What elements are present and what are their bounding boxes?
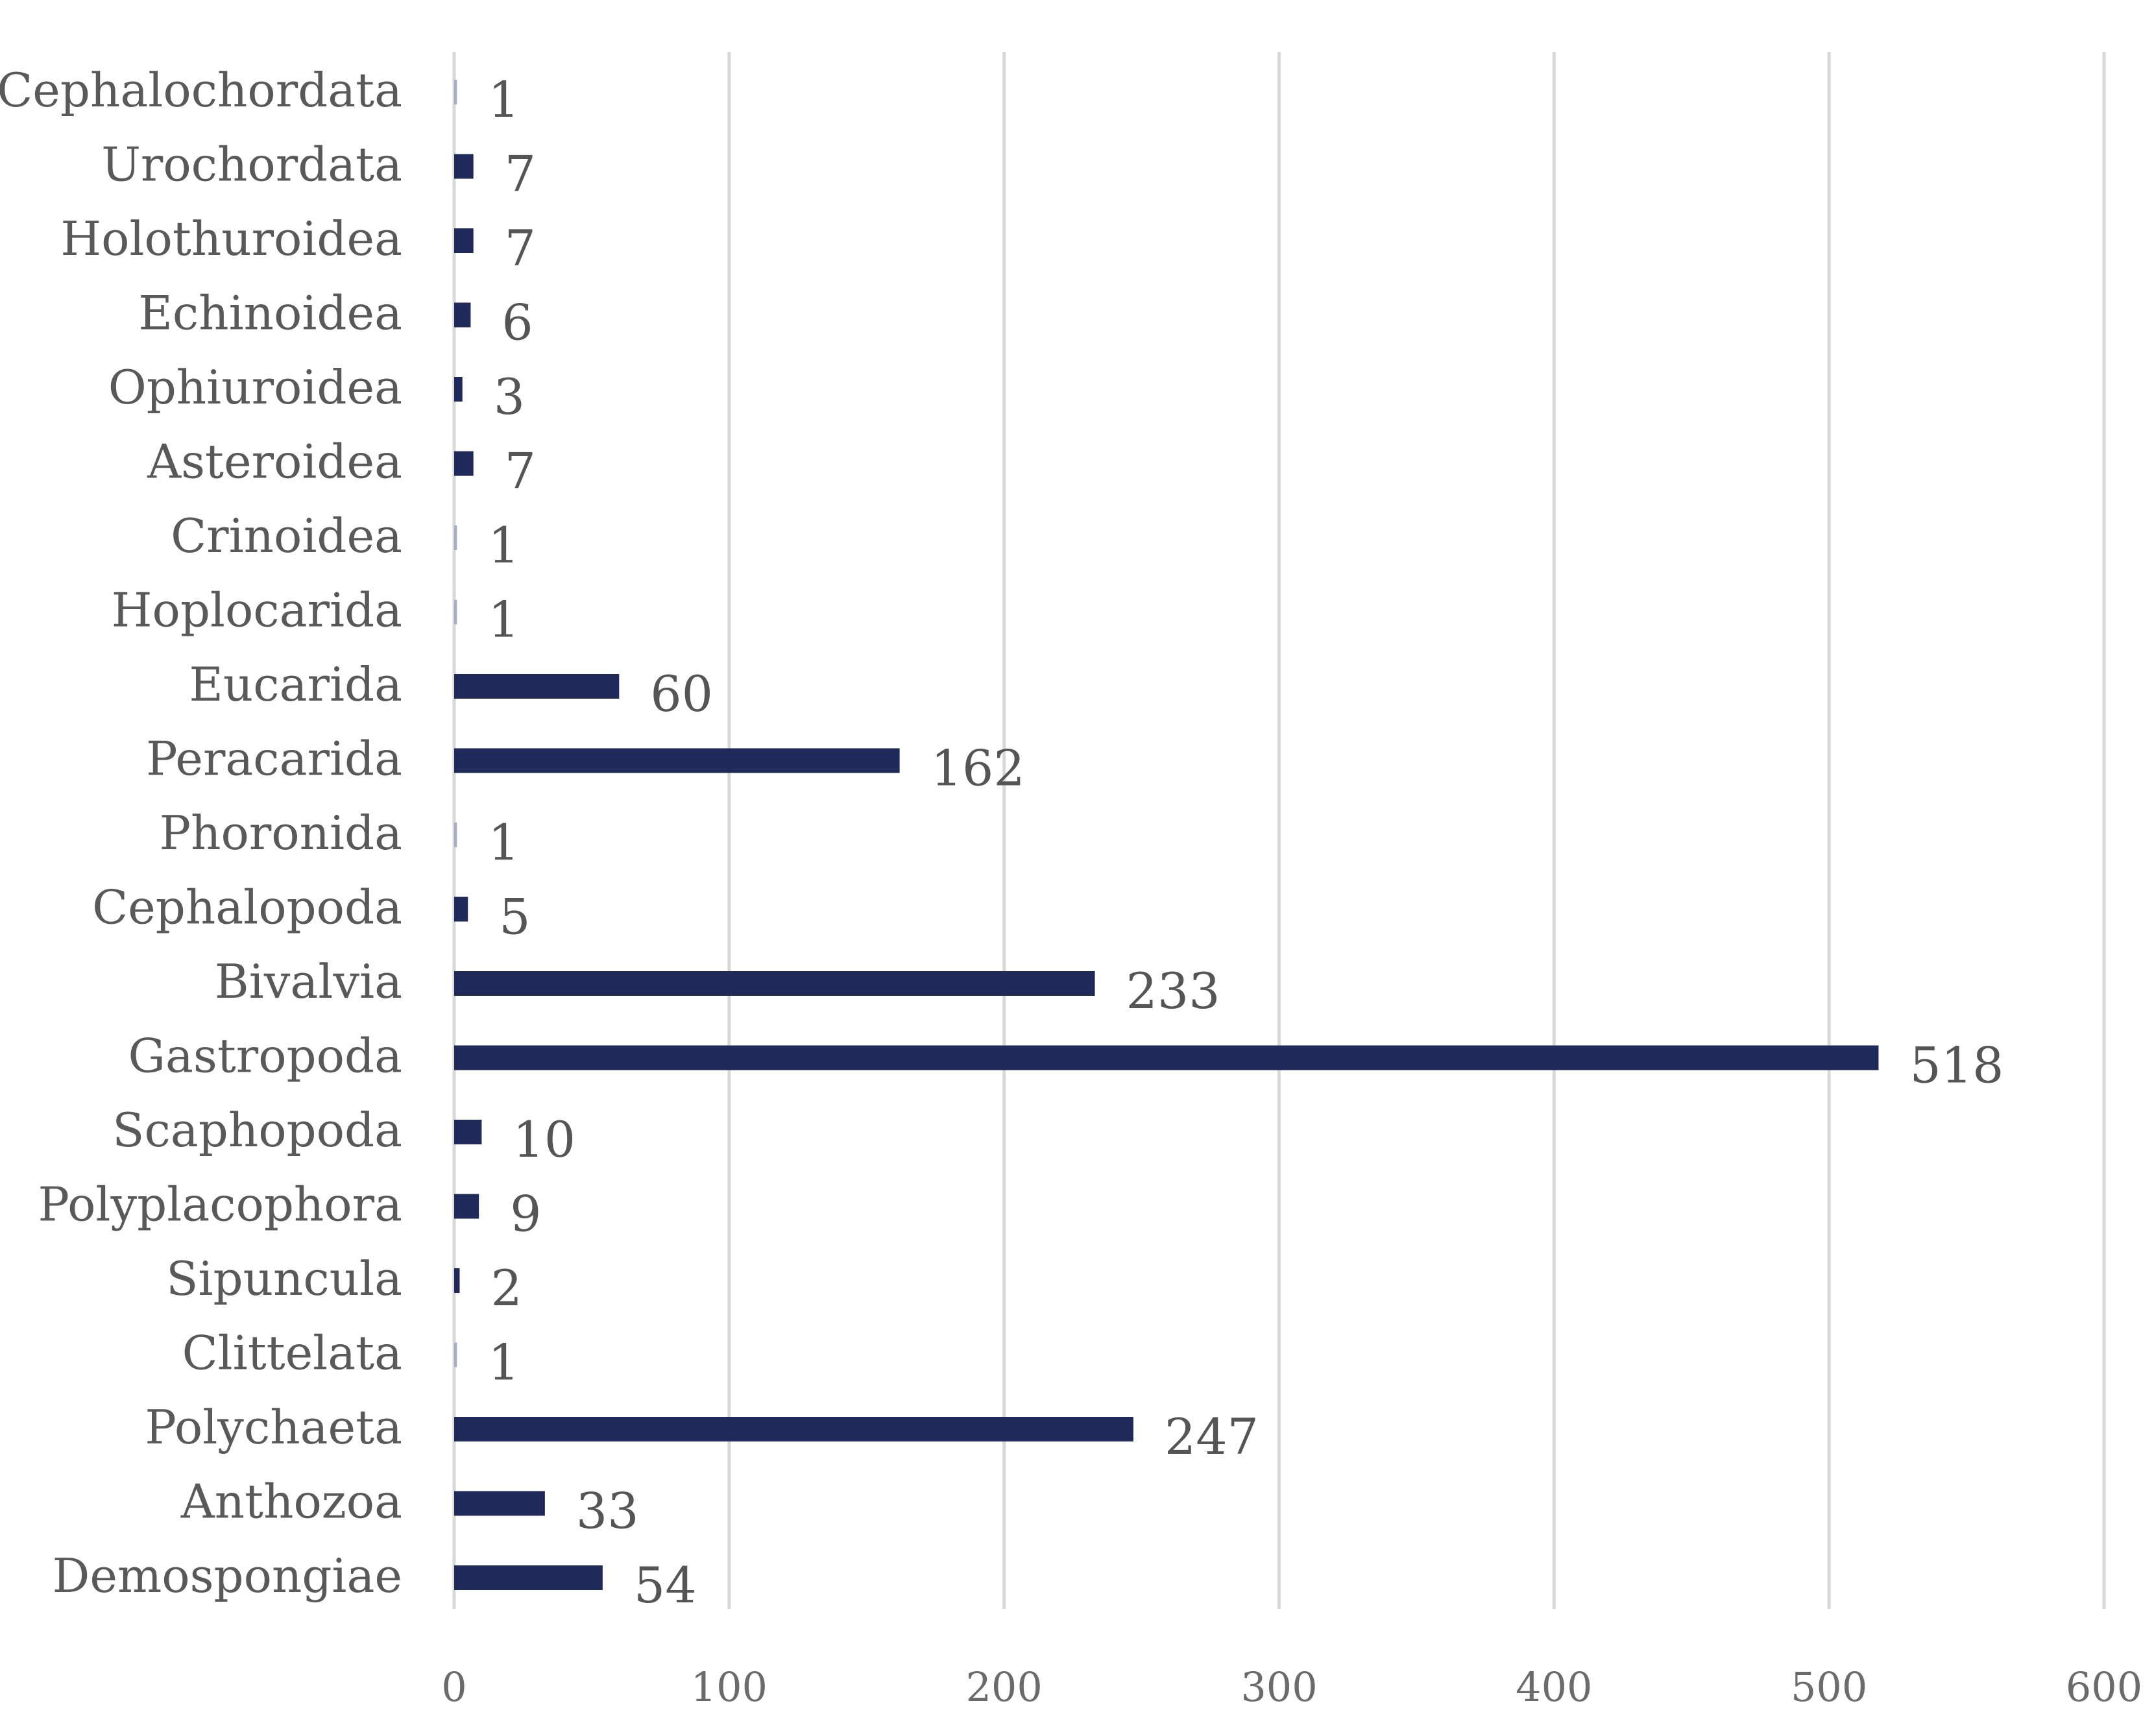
data-label: 5 — [499, 888, 530, 946]
bar-crinoidea — [454, 525, 457, 550]
category-label: Bivalvia — [215, 954, 402, 1009]
data-label: 1 — [488, 516, 519, 574]
label-layer: 0 100 200 300 400 500 600 Cephalochordata 1 Uroch… — [0, 63, 2142, 1711]
data-label: 3 — [494, 368, 525, 426]
bar-layer — [454, 80, 1879, 1590]
data-label: 1 — [488, 1334, 519, 1392]
data-label: 33 — [576, 1482, 639, 1540]
category-label: Asteroidea — [147, 435, 402, 489]
data-label: 518 — [1909, 1037, 2003, 1094]
bar-echinoidea — [454, 302, 471, 328]
category-label: Cephalopoda — [92, 880, 402, 935]
bar-polychaeta — [454, 1417, 1133, 1441]
bar-anthozoa — [454, 1491, 545, 1516]
bar-sipuncula — [454, 1268, 460, 1293]
bar-cephalopoda — [454, 897, 468, 922]
category-label: Clittelata — [182, 1326, 402, 1380]
data-label: 10 — [513, 1111, 575, 1168]
x-tick-label: 600 — [2066, 1663, 2142, 1711]
bar-gastropoda — [454, 1045, 1879, 1070]
data-label: 1 — [488, 814, 519, 871]
category-label: Anthozoa — [180, 1475, 402, 1529]
bar-clittelata — [454, 1342, 457, 1368]
category-label: Hoplocarida — [112, 583, 402, 638]
x-tick-label: 400 — [1516, 1663, 1592, 1711]
category-label: Peracarida — [146, 732, 402, 786]
data-label: 7 — [505, 145, 536, 203]
grid-layer — [452, 52, 2106, 1609]
bar-scaphopoda — [454, 1120, 482, 1144]
category-label: Eucarida — [189, 657, 402, 712]
x-tick-label: 100 — [691, 1663, 768, 1711]
data-label: 6 — [502, 294, 533, 352]
category-label: Polychaeta — [145, 1400, 402, 1454]
bar-cephalochordata — [454, 80, 457, 104]
category-label: Echinoidea — [138, 286, 402, 341]
bar-asteroidea — [454, 451, 474, 476]
data-label: 2 — [490, 1259, 522, 1317]
data-label: 54 — [634, 1556, 697, 1614]
category-label: Ophiuroidea — [108, 360, 402, 415]
x-tick-label: 300 — [1240, 1663, 1317, 1711]
data-label: 1 — [488, 591, 519, 649]
category-label: Demospongiae — [53, 1549, 402, 1603]
category-label: Urochordata — [101, 138, 402, 192]
bar-polyplacophora — [454, 1194, 479, 1219]
data-label: 7 — [505, 442, 536, 500]
bar-phoronida — [454, 823, 457, 847]
bar-holothuroidea — [454, 228, 474, 253]
bar-hoplocarida — [454, 599, 457, 625]
bar-eucarida — [454, 674, 620, 699]
category-label: Cephalochordata — [0, 63, 402, 117]
data-label: 233 — [1126, 962, 1220, 1020]
data-label: 60 — [650, 665, 713, 723]
data-label: 7 — [505, 219, 536, 277]
data-label: 1 — [488, 71, 519, 128]
x-tick-label: 0 — [441, 1663, 466, 1711]
data-label: 247 — [1165, 1408, 1259, 1465]
bar-urochordata — [454, 154, 474, 179]
bar-ophiuroidea — [454, 377, 463, 402]
category-label: Phoronida — [160, 806, 402, 860]
category-label: Sipuncula — [166, 1251, 402, 1306]
category-label: Polyplacophora — [38, 1177, 402, 1232]
x-tick-label: 500 — [1791, 1663, 1867, 1711]
bar-bivalvia — [454, 971, 1095, 996]
data-label: 9 — [510, 1185, 541, 1243]
category-label: Gastropoda — [128, 1029, 402, 1083]
data-label: 162 — [931, 740, 1025, 797]
category-label: Crinoidea — [171, 509, 402, 563]
x-tick-label: 200 — [965, 1663, 1042, 1711]
category-label: Holothuroidea — [60, 211, 402, 266]
bar-demospongiae — [454, 1565, 603, 1590]
category-label: Scaphopoda — [112, 1103, 402, 1157]
bar-peracarida — [454, 748, 900, 773]
